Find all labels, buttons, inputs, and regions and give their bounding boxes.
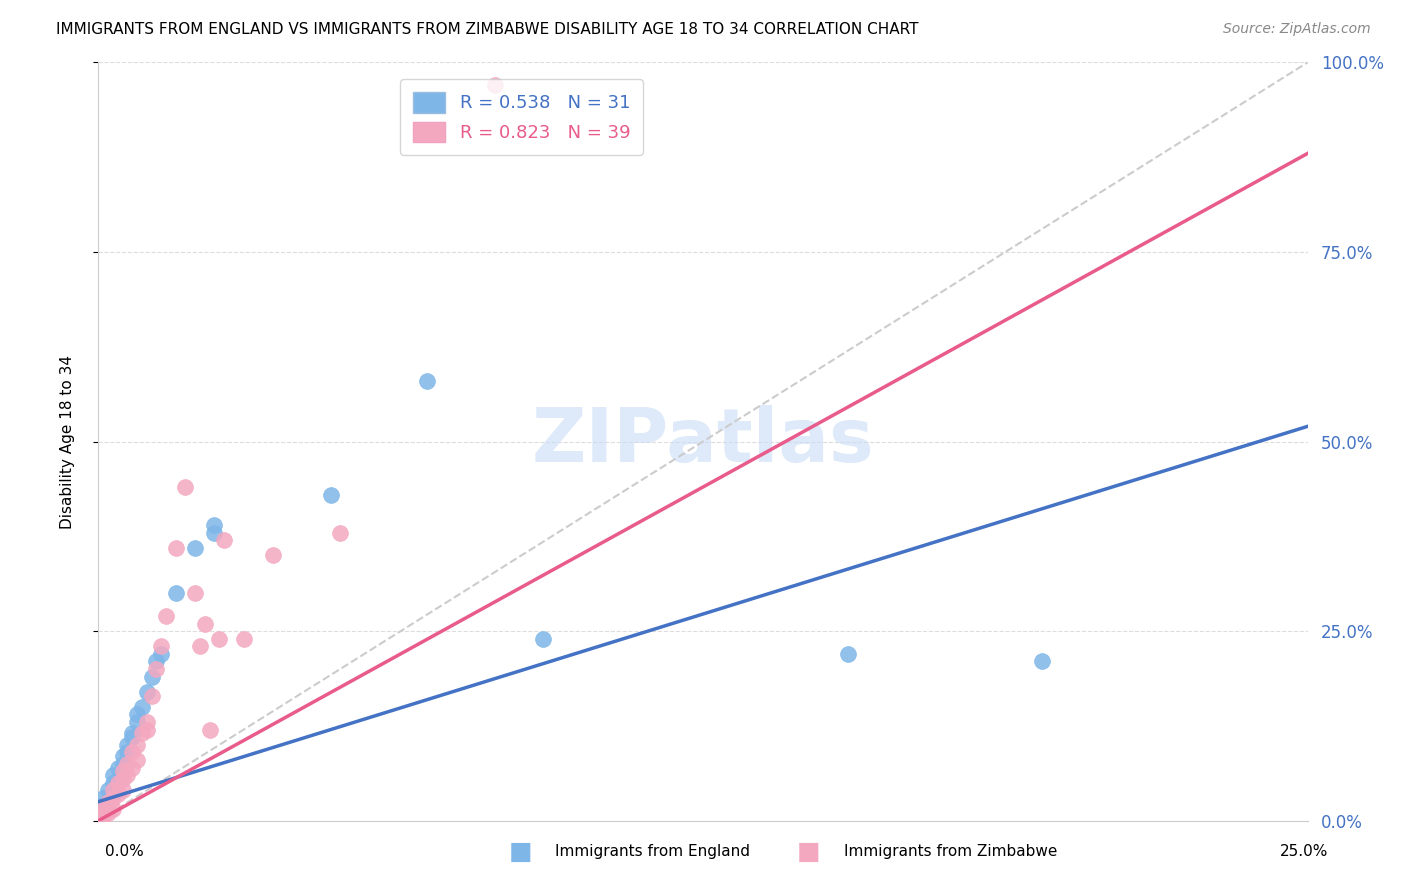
Point <box>111 772 134 786</box>
Point <box>107 776 129 790</box>
Point <box>107 760 129 774</box>
Point <box>91 791 114 805</box>
Point <box>91 806 114 821</box>
Point <box>117 738 139 752</box>
Point <box>117 746 139 760</box>
Point <box>150 639 173 653</box>
Point <box>204 525 226 540</box>
Text: Source: ZipAtlas.com: Source: ZipAtlas.com <box>1223 22 1371 37</box>
Legend: R = 0.538   N = 31, R = 0.823   N = 39: R = 0.538 N = 31, R = 0.823 N = 39 <box>401 79 643 155</box>
Point <box>127 753 149 767</box>
Point <box>127 715 149 730</box>
Point <box>97 795 120 809</box>
Point <box>319 487 342 501</box>
Point <box>135 715 157 730</box>
Point <box>145 662 167 676</box>
Point <box>111 756 134 771</box>
Text: Immigrants from Zimbabwe: Immigrants from Zimbabwe <box>844 845 1057 859</box>
Point <box>111 764 134 779</box>
Point <box>97 795 120 809</box>
Point <box>212 533 235 548</box>
Point <box>165 586 187 600</box>
Point <box>174 480 197 494</box>
Point <box>111 783 134 797</box>
Point <box>111 749 134 764</box>
Text: ■: ■ <box>797 840 820 863</box>
Point <box>131 699 153 714</box>
Point <box>141 669 163 683</box>
Point <box>101 791 124 805</box>
Point <box>107 787 129 801</box>
Point <box>416 374 439 388</box>
Point <box>198 723 221 737</box>
Point <box>194 616 217 631</box>
Text: ZIPatlas: ZIPatlas <box>531 405 875 478</box>
Point <box>184 586 207 600</box>
Point <box>121 730 143 744</box>
Point <box>208 632 231 646</box>
Point <box>97 783 120 797</box>
Text: Immigrants from England: Immigrants from England <box>555 845 751 859</box>
Text: IMMIGRANTS FROM ENGLAND VS IMMIGRANTS FROM ZIMBABWE DISABILITY AGE 18 TO 34 CORR: IMMIGRANTS FROM ENGLAND VS IMMIGRANTS FR… <box>56 22 918 37</box>
Point <box>127 707 149 722</box>
Point <box>121 746 143 760</box>
Point <box>131 726 153 740</box>
Point <box>837 647 859 661</box>
Point <box>188 639 211 653</box>
Text: ■: ■ <box>509 840 531 863</box>
Point <box>101 768 124 782</box>
Point <box>101 802 124 816</box>
Point <box>135 685 157 699</box>
Text: 25.0%: 25.0% <box>1281 845 1329 859</box>
Point <box>141 689 163 703</box>
Point <box>127 738 149 752</box>
Point <box>91 798 114 813</box>
Point <box>91 802 114 816</box>
Point <box>232 632 254 646</box>
Point <box>262 548 284 563</box>
Point <box>184 541 207 555</box>
Point <box>121 726 143 740</box>
Point <box>150 647 173 661</box>
Point <box>101 783 124 797</box>
Point <box>204 517 226 532</box>
Point <box>329 525 352 540</box>
Point <box>121 760 143 774</box>
Point <box>531 632 554 646</box>
Text: 0.0%: 0.0% <box>105 845 145 859</box>
Point <box>135 723 157 737</box>
Point <box>91 810 114 824</box>
Y-axis label: Disability Age 18 to 34: Disability Age 18 to 34 <box>60 354 75 529</box>
Point <box>107 772 129 786</box>
Point <box>101 776 124 790</box>
Point <box>117 756 139 771</box>
Point <box>165 541 187 555</box>
Point <box>117 768 139 782</box>
Point <box>1031 655 1053 669</box>
Point <box>97 806 120 821</box>
Point <box>155 608 177 623</box>
Point <box>145 655 167 669</box>
Point <box>101 787 124 801</box>
Point <box>97 798 120 813</box>
Point <box>484 78 506 92</box>
